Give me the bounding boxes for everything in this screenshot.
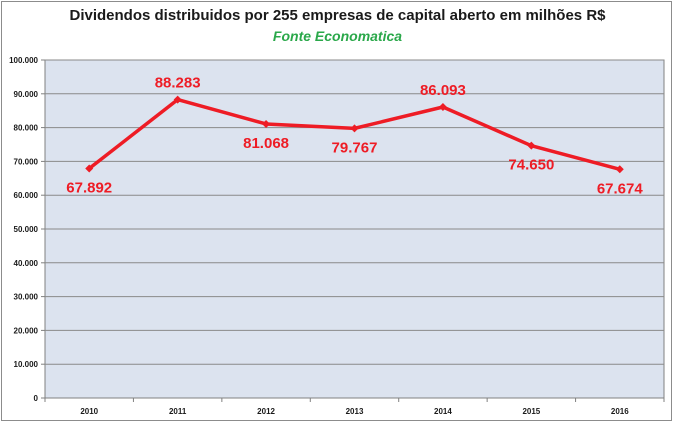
data-label: 67.892	[66, 180, 112, 197]
x-tick-label: 2011	[169, 407, 187, 416]
y-tick-label: 80.000	[14, 124, 39, 133]
x-tick-label: 2014	[434, 407, 452, 416]
y-tick-label: 30.000	[14, 293, 39, 302]
data-label: 88.283	[155, 75, 201, 92]
data-label: 86.093	[420, 82, 466, 99]
data-point	[262, 119, 271, 128]
data-point	[85, 164, 94, 173]
y-tick-label: 60.000	[14, 191, 39, 200]
x-tick-label: 2012	[257, 407, 275, 416]
data-label: 79.767	[332, 139, 378, 156]
chart-title: Dividendos distribuidos por 255 empresas…	[69, 7, 606, 24]
y-tick-label: 40.000	[14, 259, 39, 268]
data-label: 81.068	[243, 135, 289, 152]
y-tick-label: 100.000	[9, 56, 38, 65]
x-tick-label: 2016	[611, 407, 629, 416]
y-tick-label: 70.000	[14, 157, 39, 166]
y-tick-label: 20.000	[14, 326, 39, 335]
data-point	[527, 141, 536, 150]
data-point	[350, 124, 359, 133]
y-tick-label: 0	[34, 394, 39, 403]
data-point	[173, 95, 182, 104]
x-tick-label: 2010	[80, 407, 98, 416]
data-point	[438, 103, 447, 112]
y-tick-label: 90.000	[14, 90, 39, 99]
y-tick-label: 10.000	[14, 360, 39, 369]
data-label: 74.650	[508, 157, 554, 174]
data-label: 67.674	[597, 180, 644, 197]
x-tick-label: 2015	[522, 407, 540, 416]
chart-subtitle: Fonte Economatica	[272, 28, 403, 44]
data-point	[615, 165, 624, 174]
y-tick-label: 50.000	[14, 225, 39, 234]
x-tick-label: 2013	[346, 407, 364, 416]
